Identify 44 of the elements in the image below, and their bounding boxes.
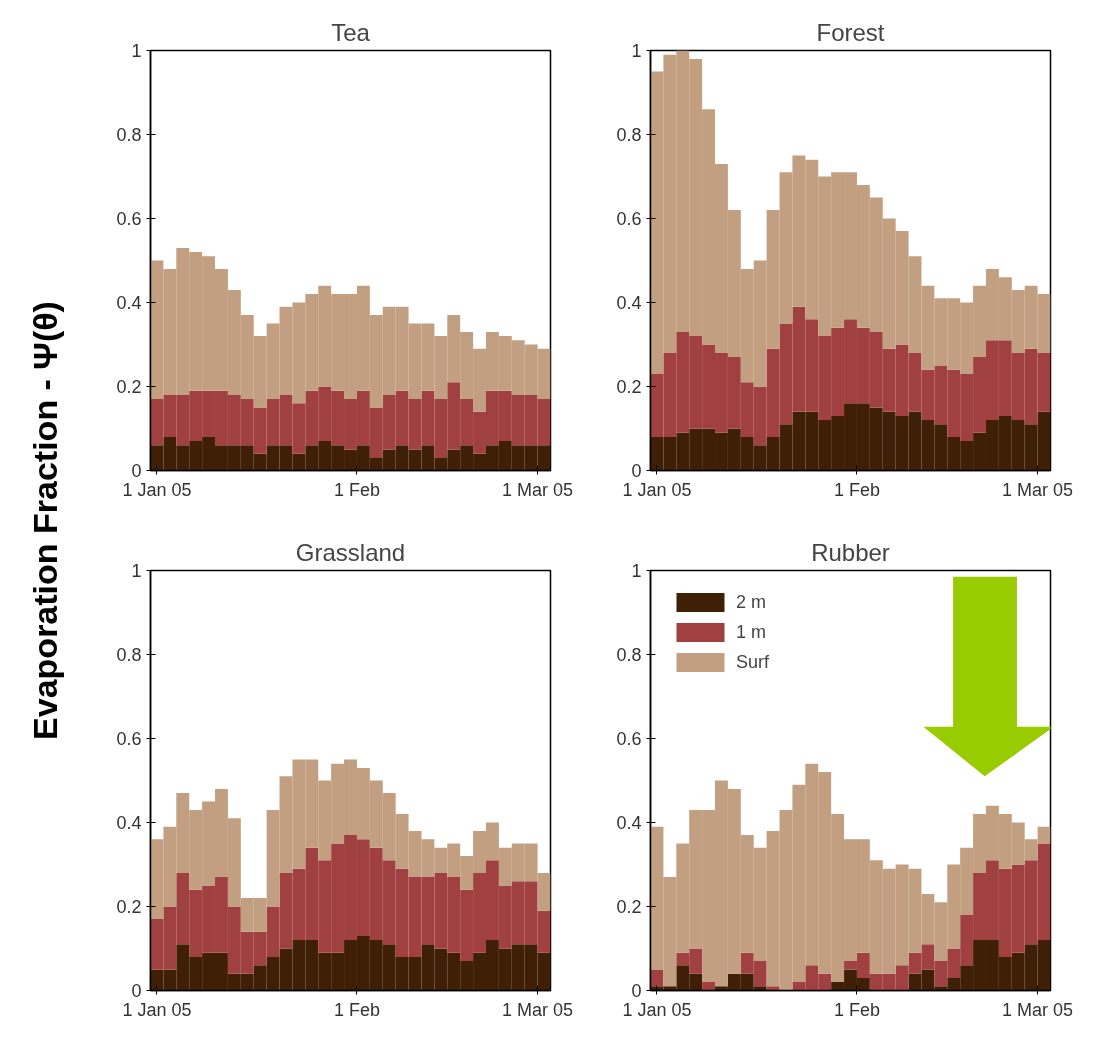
x-tick-label: 1 Mar 05 <box>502 999 574 1020</box>
x-tick-label: 1 Feb <box>333 479 380 500</box>
x-tick-label: 1 Mar 05 <box>502 479 574 500</box>
x-tick-label: 1 Feb <box>833 999 880 1020</box>
x-tick-label: 1 Feb <box>833 479 880 500</box>
x-tick-label: 1 Feb <box>333 999 380 1020</box>
x-tick-label: 1 Jan 05 <box>622 479 692 500</box>
y-tick-label: 0.4 <box>616 293 642 313</box>
chart-title: Grassland <box>295 538 406 566</box>
y-tick-label: 1 <box>131 41 142 61</box>
y-tick-label: 0.4 <box>116 293 142 313</box>
chart-title: Rubber <box>811 538 890 566</box>
y-tick-label: 0.8 <box>116 125 142 145</box>
legend-label: Surf <box>736 651 770 673</box>
y-tick-label: 0.6 <box>116 209 142 229</box>
y-tick-label: 0.2 <box>116 897 142 917</box>
y-tick-label: 0 <box>131 461 142 481</box>
y-tick-label: 0.8 <box>616 645 642 665</box>
y-tick-label: 1 <box>631 561 642 581</box>
y-tick-label: 0.6 <box>616 209 642 229</box>
y-tick-label: 1 <box>631 41 642 61</box>
y-tick-label: 0.6 <box>116 729 142 749</box>
y-tick-label: 0 <box>631 981 642 1001</box>
y-tick-label: 0.2 <box>616 377 642 397</box>
y-tick-label: 0.8 <box>616 125 642 145</box>
chart-title: Tea <box>331 18 371 46</box>
chart-title: Forest <box>816 18 885 46</box>
y-tick-label: 0.2 <box>616 897 642 917</box>
x-tick-label: 1 Jan 05 <box>622 999 692 1020</box>
x-tick-label: 1 Jan 05 <box>122 479 192 500</box>
y-tick-label: 0.4 <box>116 813 142 833</box>
legend-label: 1 m <box>736 621 767 643</box>
y-tick-label: 0 <box>131 981 142 1001</box>
y-tick-label: 0 <box>631 461 642 481</box>
y-tick-label: 0.2 <box>116 377 142 397</box>
legend-label: 2 m <box>736 591 767 613</box>
y-tick-label: 0.8 <box>116 645 142 665</box>
y-tick-label: 0.4 <box>616 813 642 833</box>
y-tick-label: 0.6 <box>616 729 642 749</box>
x-tick-label: 1 Mar 05 <box>1002 479 1074 500</box>
y-tick-label: 1 <box>131 561 142 581</box>
x-tick-label: 1 Jan 05 <box>122 999 192 1020</box>
x-tick-label: 1 Mar 05 <box>1002 999 1074 1020</box>
y-axis-title: Evaporation Fraction - Ψ(θ) <box>25 301 64 740</box>
